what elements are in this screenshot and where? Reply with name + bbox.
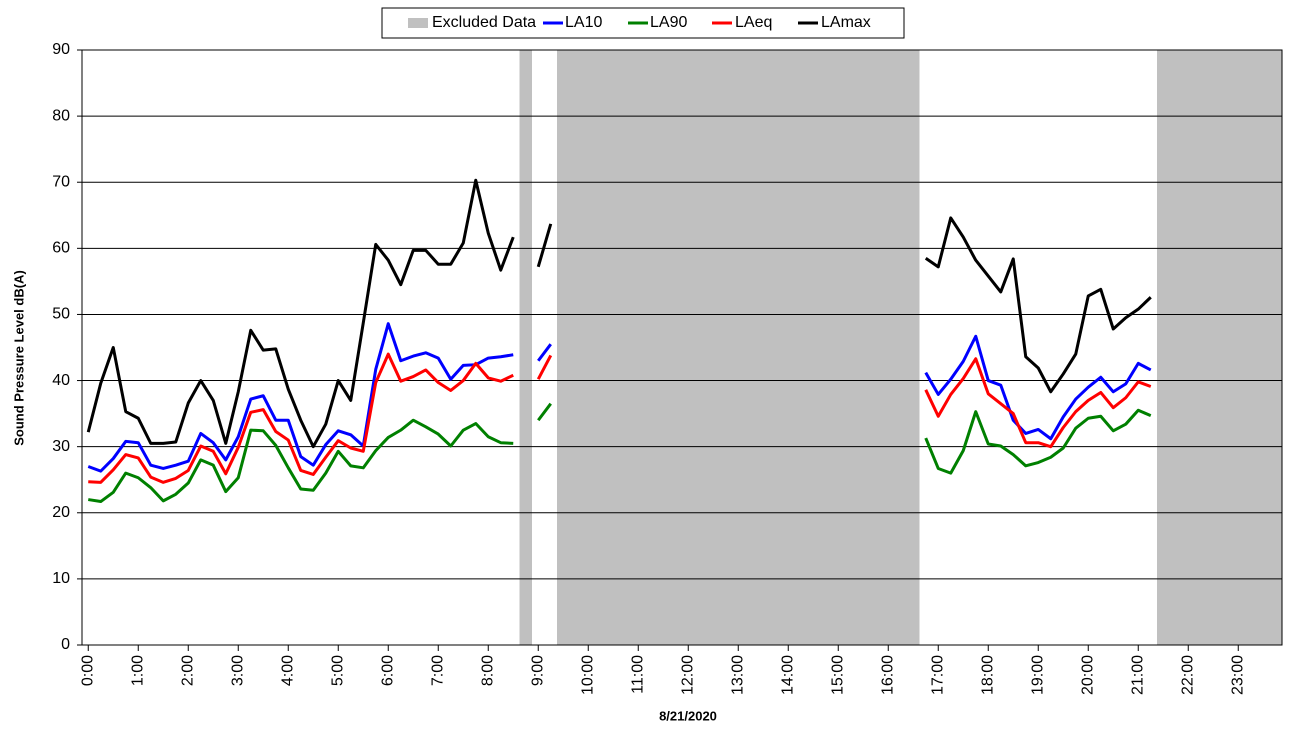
y-tick-label: 60 — [52, 240, 70, 257]
legend-label: LAmax — [821, 14, 871, 31]
x-tick-label: 6:00 — [379, 655, 396, 686]
x-tick-label: 10:00 — [579, 655, 596, 695]
series-line — [86, 178, 1152, 449]
x-tick-label: 9:00 — [529, 655, 546, 686]
x-tick-label: 23:00 — [1229, 655, 1246, 695]
legend-label: LAeq — [735, 14, 772, 31]
y-tick-label: 10 — [52, 570, 70, 587]
series-line — [88, 352, 1152, 484]
x-tick-label: 12:00 — [679, 655, 696, 695]
y-tick-label: 80 — [52, 107, 70, 124]
x-axis-title: 8/21/2020 — [659, 708, 717, 723]
x-tick-label: 15:00 — [829, 655, 846, 695]
x-tick-label: 11:00 — [629, 655, 646, 694]
x-tick-label: 13:00 — [729, 655, 746, 695]
series-line — [87, 322, 1152, 473]
plot-border — [81, 49, 1283, 646]
y-tick-label: 90 — [52, 41, 70, 58]
x-tick-label: 16:00 — [879, 655, 896, 695]
x-tick-label: 2:00 — [179, 655, 196, 686]
x-tick-label: 1:00 — [129, 655, 146, 686]
x-tick-label: 19:00 — [1029, 655, 1046, 695]
y-axis-title: Sound Pressure Level dB(A) — [11, 270, 26, 446]
y-tick-label: 30 — [52, 438, 70, 455]
legend-label: LA90 — [650, 14, 687, 31]
excluded-band — [557, 50, 920, 645]
y-tick-label: 40 — [52, 372, 70, 389]
legend-label: LA10 — [565, 14, 602, 31]
x-tick-label: 4:00 — [279, 655, 296, 686]
y-tick-label: 70 — [52, 173, 70, 190]
x-tick-label: 21:00 — [1129, 655, 1146, 695]
x-tick-label: 20:00 — [1079, 655, 1096, 695]
x-tick-label: 0:00 — [79, 655, 96, 686]
x-tick-label: 5:00 — [329, 655, 346, 686]
x-tick-label: 22:00 — [1179, 655, 1196, 695]
y-tick-label: 50 — [52, 306, 70, 323]
x-tick-label: 18:00 — [979, 655, 996, 695]
y-tick-label: 0 — [61, 636, 70, 653]
x-tick-label: 8:00 — [479, 655, 496, 686]
legend-label: Excluded Data — [432, 14, 536, 31]
series-line — [88, 402, 1152, 504]
y-tick-label: 20 — [52, 504, 70, 521]
x-tick-label: 7:00 — [429, 655, 446, 686]
excluded-band — [519, 50, 532, 645]
x-tick-label: 17:00 — [929, 655, 946, 695]
excluded-band — [1157, 50, 1282, 645]
x-tick-label: 3:00 — [229, 655, 246, 686]
x-tick-label: 14:00 — [779, 655, 796, 695]
